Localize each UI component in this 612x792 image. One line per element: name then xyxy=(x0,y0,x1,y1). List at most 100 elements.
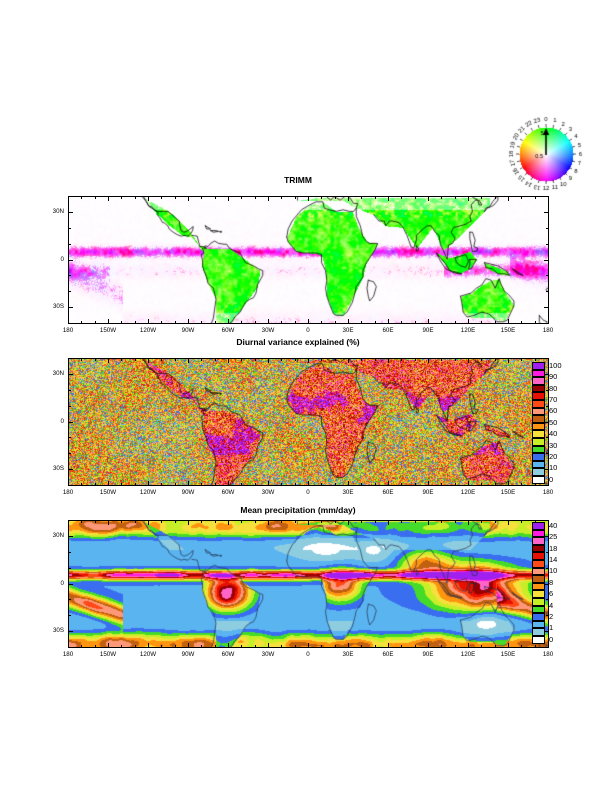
x-tick xyxy=(348,481,349,486)
x-tick-label: 60W xyxy=(221,651,235,658)
y-minor-tick xyxy=(68,227,71,229)
y-minor-tick xyxy=(68,243,71,245)
x-minor-tick xyxy=(414,520,416,523)
x-minor-tick xyxy=(534,321,536,324)
y-tick xyxy=(68,259,73,261)
y-tick-label: 30S xyxy=(52,465,64,473)
y-minor-tick xyxy=(68,389,71,391)
x-minor-tick xyxy=(374,196,376,199)
x-minor-tick xyxy=(334,645,336,648)
x-minor-tick xyxy=(281,358,283,361)
x-tick xyxy=(388,520,389,525)
x-minor-tick xyxy=(374,520,376,523)
y-minor-tick xyxy=(546,323,549,324)
x-minor-tick xyxy=(334,520,336,523)
x-tick-label: 0 xyxy=(306,651,310,658)
x-tick xyxy=(348,196,349,201)
colorbar-variance-label: 10 xyxy=(549,463,558,473)
y-minor-tick xyxy=(546,485,549,486)
x-minor-tick xyxy=(321,520,323,523)
x-tick xyxy=(228,643,229,648)
x-tick xyxy=(548,358,549,363)
y-tick xyxy=(68,583,73,585)
y-minor-tick xyxy=(68,323,71,324)
x-minor-tick xyxy=(414,645,416,648)
colorbar-precip-label: 8 xyxy=(549,577,554,587)
y-tick xyxy=(544,583,549,585)
x-tick xyxy=(308,481,309,486)
x-minor-tick xyxy=(201,645,203,648)
x-minor-tick xyxy=(241,321,243,324)
x-minor-tick xyxy=(121,520,123,523)
x-tick xyxy=(548,520,549,525)
y-minor-tick xyxy=(546,599,549,601)
x-minor-tick xyxy=(454,520,456,523)
y-tick-label: 30N xyxy=(52,531,64,539)
x-minor-tick xyxy=(334,358,336,361)
x-minor-tick xyxy=(134,196,136,199)
x-tick-label: 30E xyxy=(342,489,354,496)
x-minor-tick xyxy=(521,321,523,324)
y-tick-label: 30S xyxy=(52,303,64,311)
x-tick xyxy=(68,481,69,486)
x-minor-tick xyxy=(174,520,176,523)
y-minor-tick xyxy=(546,551,549,553)
x-minor-tick xyxy=(494,645,496,648)
x-tick xyxy=(308,358,309,363)
x-minor-tick xyxy=(174,321,176,324)
map-diurnal-variance xyxy=(68,358,549,486)
colorbar-precip-swatch xyxy=(532,522,545,530)
x-tick xyxy=(428,481,429,486)
x-tick xyxy=(228,520,229,525)
y-tick-label: 0 xyxy=(60,417,64,425)
y-minor-tick xyxy=(546,567,549,569)
colorbar-variance-swatch xyxy=(532,362,545,370)
y-tick xyxy=(68,307,73,309)
colorbar-precip-swatch xyxy=(532,598,545,606)
x-minor-tick xyxy=(201,196,203,199)
x-minor-tick xyxy=(454,358,456,361)
colorbar-variance-label: 50 xyxy=(549,417,558,427)
x-tick-label: 90E xyxy=(422,327,434,334)
y-tick-label: 30N xyxy=(52,369,64,377)
x-tick-label: 60W xyxy=(221,327,235,334)
x-minor-tick xyxy=(294,196,296,199)
x-tick-label: 180 xyxy=(542,651,554,658)
x-tick xyxy=(388,643,389,648)
x-minor-tick xyxy=(334,196,336,199)
x-minor-tick xyxy=(521,483,523,486)
x-minor-tick xyxy=(361,321,363,324)
x-minor-tick xyxy=(214,483,216,486)
x-minor-tick xyxy=(401,520,403,523)
x-minor-tick xyxy=(441,358,443,361)
colorbar-variance-swatch xyxy=(532,415,545,423)
x-tick-label: 150W xyxy=(99,327,117,334)
colorbar-precip-swatch xyxy=(532,620,545,629)
colorbar-variance-swatch xyxy=(532,377,545,385)
x-minor-tick xyxy=(94,645,96,648)
x-tick-label: 90W xyxy=(181,327,195,334)
x-minor-tick xyxy=(374,358,376,361)
x-tick xyxy=(148,643,149,648)
x-tick xyxy=(268,520,269,525)
x-minor-tick xyxy=(401,358,403,361)
x-minor-tick xyxy=(441,196,443,199)
x-minor-tick xyxy=(361,520,363,523)
x-tick xyxy=(188,643,189,648)
y-minor-tick xyxy=(68,520,71,521)
y-minor-tick xyxy=(546,615,549,617)
y-minor-tick xyxy=(68,437,71,439)
y-minor-tick xyxy=(546,358,549,359)
x-tick xyxy=(148,196,149,201)
x-tick xyxy=(268,358,269,363)
x-tick xyxy=(348,319,349,324)
x-minor-tick xyxy=(281,520,283,523)
x-tick-label: 180 xyxy=(62,327,74,334)
x-minor-tick xyxy=(94,358,96,361)
colorbar-variance-swatch xyxy=(532,468,545,476)
x-minor-tick xyxy=(534,645,536,648)
x-minor-tick xyxy=(361,358,363,361)
x-minor-tick xyxy=(361,483,363,486)
x-tick xyxy=(68,643,69,648)
x-tick xyxy=(428,643,429,648)
